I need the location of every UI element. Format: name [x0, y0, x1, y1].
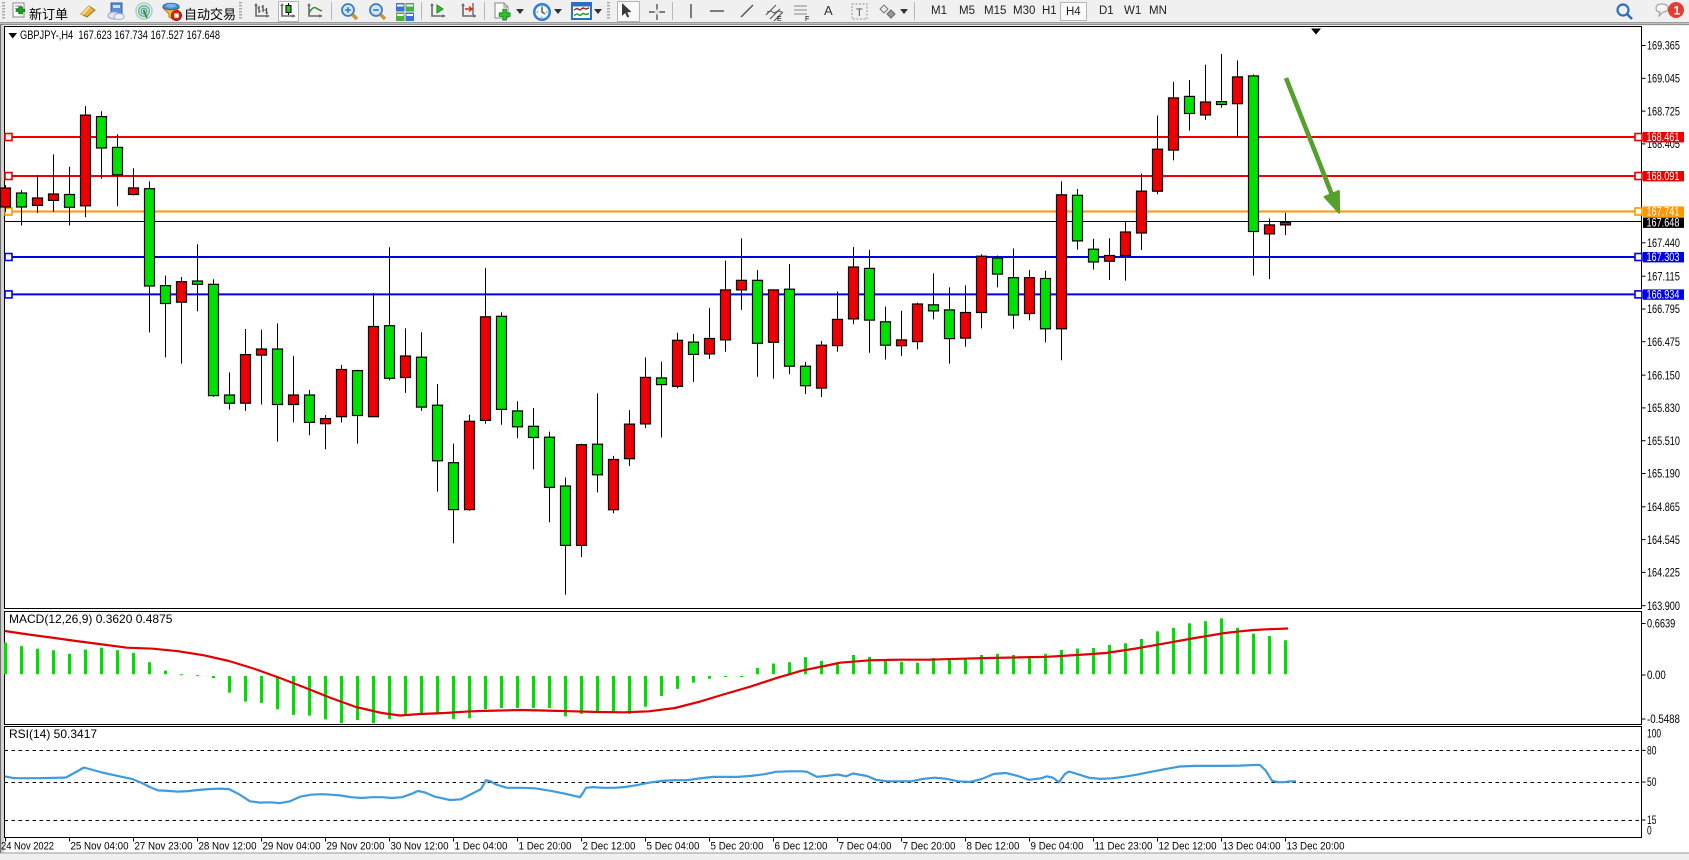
svg-text:163.900: 163.900	[1647, 599, 1680, 613]
svg-text:166.475: 166.475	[1647, 335, 1680, 349]
svg-text:24 Nov 2022: 24 Nov 2022	[1, 840, 54, 852]
svg-text:11 Dec 23:00: 11 Dec 23:00	[1095, 840, 1153, 852]
svg-text:1 Dec 20:00: 1 Dec 20:00	[519, 840, 572, 852]
svg-text:80: 80	[1647, 744, 1657, 758]
svg-text:167.741: 167.741	[1647, 205, 1680, 219]
svg-text:0.6639: 0.6639	[1647, 617, 1675, 631]
svg-text:165.190: 165.190	[1647, 467, 1680, 481]
svg-text:168.461: 168.461	[1647, 130, 1680, 144]
svg-text:165.830: 165.830	[1647, 401, 1680, 415]
svg-text:13 Dec 20:00: 13 Dec 20:00	[1287, 840, 1345, 852]
svg-text:1: 1	[1674, 4, 1681, 18]
svg-text:0: 0	[1647, 824, 1652, 838]
svg-text:164.545: 164.545	[1647, 533, 1680, 547]
svg-text:2 Dec 12:00: 2 Dec 12:00	[583, 840, 636, 852]
svg-text:167.303: 167.303	[1647, 250, 1680, 264]
svg-text:167.115: 167.115	[1647, 269, 1680, 283]
svg-text:15: 15	[1647, 813, 1657, 827]
svg-text:25 Nov 04:00: 25 Nov 04:00	[71, 840, 129, 852]
svg-text:5 Dec 20:00: 5 Dec 20:00	[711, 840, 764, 852]
svg-text:E: E	[777, 16, 782, 22]
svg-text:168.091: 168.091	[1647, 169, 1680, 183]
svg-text:7 Dec 20:00: 7 Dec 20:00	[903, 840, 956, 852]
svg-text:GBPJPY-,H4 167.623 167.734 16: GBPJPY-,H4 167.623 167.734 167.527 167.6…	[20, 28, 220, 42]
svg-text:7 Dec 04:00: 7 Dec 04:00	[839, 840, 892, 852]
svg-text:168.725: 168.725	[1647, 104, 1680, 118]
svg-text:MACD(12,26,9) 0.3620 0.4875: MACD(12,26,9) 0.3620 0.4875	[9, 612, 173, 626]
svg-text:169.045: 169.045	[1647, 72, 1680, 86]
svg-text:-0.5488: -0.5488	[1647, 712, 1680, 726]
svg-text:166.150: 166.150	[1647, 368, 1680, 382]
svg-text:166.795: 166.795	[1647, 302, 1680, 316]
svg-text:9 Dec 04:00: 9 Dec 04:00	[1031, 840, 1084, 852]
svg-text:167.648: 167.648	[1647, 216, 1680, 230]
svg-text:29 Nov 04:00: 29 Nov 04:00	[263, 840, 321, 852]
svg-text:169.365: 169.365	[1647, 39, 1680, 53]
svg-text:100: 100	[1647, 727, 1661, 741]
svg-text:0.00: 0.00	[1647, 668, 1666, 682]
svg-text:1 Dec 04:00: 1 Dec 04:00	[455, 840, 508, 852]
svg-text:166.934: 166.934	[1647, 288, 1680, 302]
svg-text:50: 50	[1647, 775, 1657, 789]
svg-text:8 Dec 12:00: 8 Dec 12:00	[967, 840, 1020, 852]
svg-text:167.440: 167.440	[1647, 236, 1680, 250]
svg-text:164.225: 164.225	[1647, 566, 1680, 580]
svg-text:13 Dec 04:00: 13 Dec 04:00	[1223, 840, 1281, 852]
svg-text:6 Dec 12:00: 6 Dec 12:00	[775, 840, 828, 852]
svg-text:RSI(14) 50.3417: RSI(14) 50.3417	[9, 727, 97, 741]
svg-text:12 Dec 12:00: 12 Dec 12:00	[1159, 840, 1217, 852]
svg-text:T: T	[856, 7, 863, 19]
svg-text:29 Nov 20:00: 29 Nov 20:00	[327, 840, 385, 852]
svg-text:165.510: 165.510	[1647, 434, 1680, 448]
svg-text:164.865: 164.865	[1647, 500, 1680, 514]
svg-text:28 Nov 12:00: 28 Nov 12:00	[199, 840, 257, 852]
svg-text:F: F	[805, 16, 809, 22]
svg-text:27 Nov 23:00: 27 Nov 23:00	[135, 840, 193, 852]
svg-text:30 Nov 12:00: 30 Nov 12:00	[391, 840, 449, 852]
svg-text:5 Dec 04:00: 5 Dec 04:00	[647, 840, 700, 852]
